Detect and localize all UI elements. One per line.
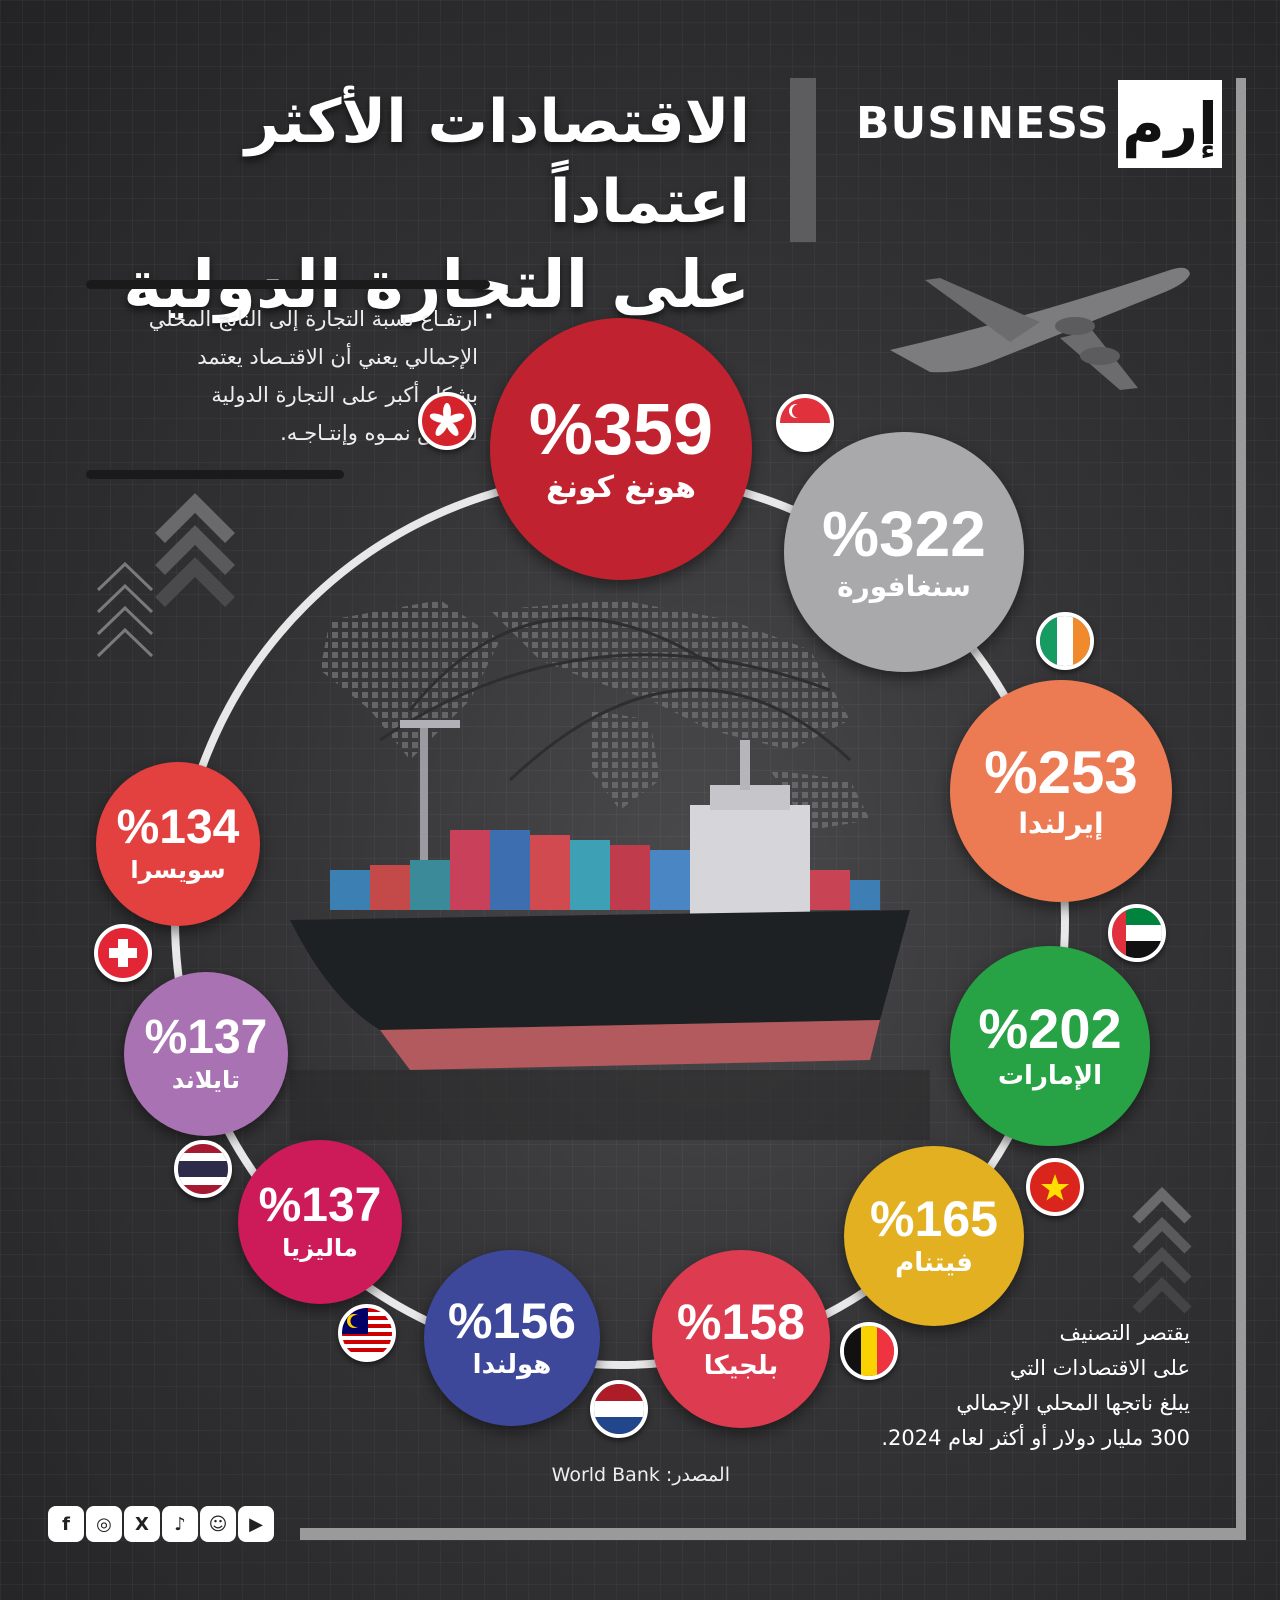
bubble-vietnam: %165 فيتنام (844, 1146, 1024, 1326)
switzerland-flag (94, 924, 152, 982)
belgium-flag (840, 1322, 898, 1380)
chevrons-decoration-small (96, 561, 154, 658)
bubble-percentage: %359 (528, 389, 714, 470)
bubble-malaysia: %137 ماليزيا (238, 1140, 402, 1304)
title-divider (790, 78, 816, 242)
bubble-switzerland: %134 سويسرا (96, 762, 260, 926)
note-line: 300 مليار دولار أو أكثر لعام 2024. (881, 1426, 1190, 1450)
netherlands-flag (590, 1380, 648, 1438)
bubble-percentage: %202 (978, 997, 1122, 1060)
bubble-country: سويسرا (130, 856, 226, 884)
tiktok-icon[interactable]: ♪ (162, 1506, 198, 1542)
instagram-icon[interactable]: ◎ (86, 1506, 122, 1542)
brand-logo: BUSINESS إرم (856, 80, 1226, 172)
bubble-country: الإمارات (997, 1061, 1103, 1091)
note-line: يبلغ ناتجها المحلي الإجمالي (956, 1391, 1190, 1415)
airplane-image (890, 267, 1190, 390)
note-line: على الاقتصادات التي (1009, 1356, 1190, 1380)
frame-right (1236, 78, 1246, 1538)
intro-line: الإجمالي يعني أن الاقتـصاد يعتمد (197, 345, 478, 369)
bubble-country: ماليزيا (282, 1234, 358, 1262)
containers (330, 830, 880, 910)
ranking-note: يقتصر التصنيف على الاقتصادات التي يبلغ ن… (830, 1316, 1190, 1456)
bubble-hong-kong: %359 هونغ كونغ (490, 318, 752, 580)
frame-bottom (300, 1528, 1246, 1540)
bubble-netherlands: %156 هولندا (424, 1250, 600, 1426)
uae-flag (1108, 904, 1166, 962)
intro-bar-bottom (86, 470, 344, 479)
vietnam-flag (1026, 1158, 1084, 1216)
brand-text: BUSINESS (856, 98, 1110, 149)
bubble-country: سنغافورة (837, 569, 971, 603)
snapchat-icon[interactable]: ☺ (200, 1506, 236, 1542)
bubble-belgium: %158 بلجيكا (652, 1250, 830, 1428)
bubble-country: تايلاند (171, 1066, 241, 1094)
bubble-country: هولندا (472, 1350, 552, 1380)
brand-logo-mark: إرم (1118, 80, 1222, 168)
chevrons-decoration-right (1132, 1186, 1192, 1314)
facebook-icon[interactable]: f (48, 1506, 84, 1542)
x-icon[interactable]: X (124, 1506, 160, 1542)
bubble-percentage: %134 (116, 801, 240, 854)
note-line: يقتصر التصنيف (1059, 1321, 1190, 1345)
youtube-icon[interactable]: ▶ (238, 1506, 274, 1542)
bubble-country: فيتنام (895, 1248, 973, 1278)
source-text: المصدر: World Bank (551, 1464, 730, 1486)
bubble-percentage: %156 (448, 1293, 576, 1349)
bubble-percentage: %165 (870, 1191, 998, 1247)
bubble-singapore: %322 سنغافورة (784, 432, 1024, 672)
bubble-percentage: %322 (822, 497, 986, 570)
bubble-thailand: %137 تايلاند (124, 972, 288, 1136)
ireland-flag (1036, 612, 1094, 670)
social-icons: f ◎ X ♪ ☺ ▶ (48, 1506, 274, 1546)
bubble-percentage: %158 (677, 1294, 805, 1350)
bubble-percentage: %137 (144, 1011, 268, 1064)
thailand-flag (174, 1140, 232, 1198)
bubble-percentage: %137 (258, 1179, 382, 1232)
title-line-1: الاقتصادات الأكثر اعتماداً (244, 87, 750, 237)
bubble-ireland: %253 إيرلندا (950, 680, 1172, 902)
hong-kong-flag (418, 392, 476, 450)
bubble-country: هونغ كونغ (546, 469, 696, 505)
bubble-percentage: %253 (984, 738, 1138, 806)
cargo-ship-image (290, 600, 930, 1140)
bubble-uae: %202 الإمارات (950, 946, 1150, 1146)
bubble-country: بلجيكا (703, 1351, 779, 1381)
intro-line: ارتفـاع نسبة التجارة إلى الناتج المحلي (148, 307, 478, 331)
chevrons-decoration (155, 493, 235, 607)
intro-bar-top (86, 280, 490, 289)
malaysia-flag (338, 1304, 396, 1362)
singapore-flag (776, 394, 834, 452)
bubble-country: إيرلندا (1018, 806, 1104, 840)
